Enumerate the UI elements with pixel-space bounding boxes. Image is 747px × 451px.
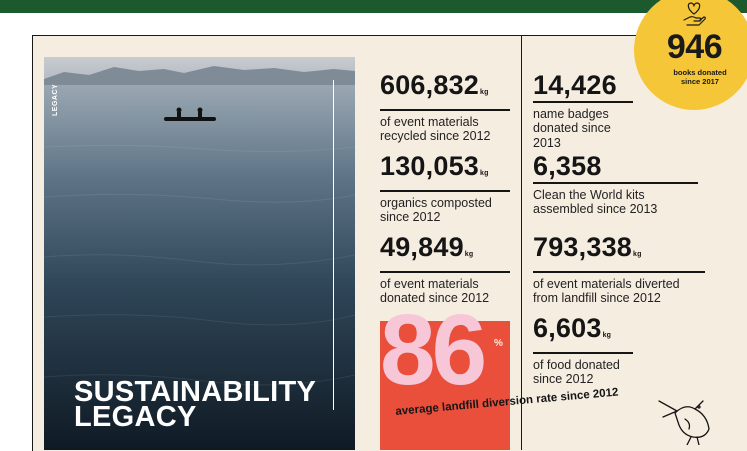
stat-number: 130,053kg (380, 151, 510, 189)
stat-number: 606,832kg (380, 70, 510, 108)
photo-title-line2: LEGACY (74, 401, 197, 433)
stat-desc-line: since 2012 (533, 372, 594, 386)
diversion-rate-number: 86 (380, 294, 487, 406)
stat-unit: kg (633, 251, 642, 258)
stat-value: 6,603 (533, 313, 602, 343)
stat-number: 6,603kg (533, 313, 633, 351)
stat-description: of event materials recycled since 2012 (380, 115, 510, 144)
stat-description: of event materials donated since 2012 (380, 277, 510, 306)
stat-rule (380, 109, 510, 111)
photo-title: SUSTAINABILITY LEGACY (74, 376, 317, 433)
stat-food-donated: 6,603kg of food donated since 2012 (533, 313, 633, 387)
stat-desc-line: donated since 2012 (380, 291, 490, 305)
stat-description: of food donated since 2012 (533, 358, 633, 387)
stat-donated-materials: 49,849kg of event materials donated since… (380, 232, 510, 306)
stat-value: 130,053 (380, 151, 479, 181)
stat-rule (380, 190, 510, 192)
stat-description: name badges donated since 2013 (533, 107, 633, 151)
stat-desc-line: of event materials (380, 114, 479, 129)
stat-diverted: 793,338kg of event materials diverted fro… (533, 232, 705, 306)
badge-caption: books donated since 2017 (660, 68, 740, 86)
stat-rule (533, 182, 698, 184)
stat-rule (533, 271, 705, 273)
badge-caption-line: since 2017 (681, 76, 719, 86)
stat-desc-line: of event materials diverted (533, 276, 680, 291)
heart-hand-icon (681, 0, 707, 33)
stat-desc-line: recycled since 2012 (380, 129, 491, 143)
stat-unit: kg (480, 89, 489, 96)
stat-value: 606,832 (380, 70, 479, 100)
stat-desc-line: name badges (533, 106, 609, 121)
stat-desc-line: assembled since 2013 (533, 202, 658, 216)
stat-desc-line: of food donated (533, 357, 620, 372)
badge-number: 946 (666, 28, 723, 66)
stat-desc-line: donated since 2013 (533, 121, 611, 150)
stat-description: Clean the World kits assembled since 2013 (533, 188, 698, 217)
badge-caption-line: books donated (673, 68, 727, 77)
stat-desc-line: organics composted (380, 195, 492, 210)
stat-number: 6,358 (533, 151, 698, 181)
diversion-percent-sign: % (494, 338, 503, 349)
stat-recycled: 606,832kg of event materials recycled sin… (380, 70, 510, 144)
photo-vertical-rule (333, 80, 334, 410)
top-bar (0, 0, 747, 13)
stat-desc-line: from landfill since 2012 (533, 291, 661, 305)
stat-rule (533, 352, 633, 354)
stat-desc-line: of event materials (380, 276, 479, 291)
stat-desc-line: since 2012 (380, 210, 441, 224)
stat-description: organics composted since 2012 (380, 196, 510, 225)
stat-description: of event materials diverted from landfill… (533, 277, 705, 306)
stat-name-badges: 14,426 name badges donated since 2013 (533, 70, 633, 150)
stat-unit: kg (464, 251, 474, 258)
stat-value: 793,338 (533, 232, 632, 262)
stat-value: 14,426 (533, 70, 617, 100)
stat-value: 6,358 (533, 151, 602, 181)
stat-number: 49,849kg (380, 232, 510, 270)
stat-desc-line: Clean the World kits (533, 187, 645, 202)
stat-rule (380, 271, 510, 273)
bird-illustration-icon (655, 395, 717, 450)
photo-title-line1: SUSTAINABILITY (74, 376, 317, 408)
stat-composted: 130,053kg organics composted since 2012 (380, 151, 510, 225)
photo-side-label: LEGACY (52, 83, 59, 116)
stat-number: 14,426 (533, 70, 633, 100)
diversion-rate-block (380, 321, 510, 450)
lake-photo (44, 57, 355, 450)
stat-unit: kg (602, 332, 612, 339)
stat-rule (533, 101, 633, 103)
stat-number: 793,338kg (533, 232, 705, 270)
stat-unit: kg (480, 170, 489, 177)
column-divider (521, 35, 522, 450)
books-donated-badge (634, 0, 747, 110)
stat-value: 49,849 (380, 232, 464, 262)
stat-clean-world-kits: 6,358 Clean the World kits assembled sinc… (533, 151, 698, 217)
